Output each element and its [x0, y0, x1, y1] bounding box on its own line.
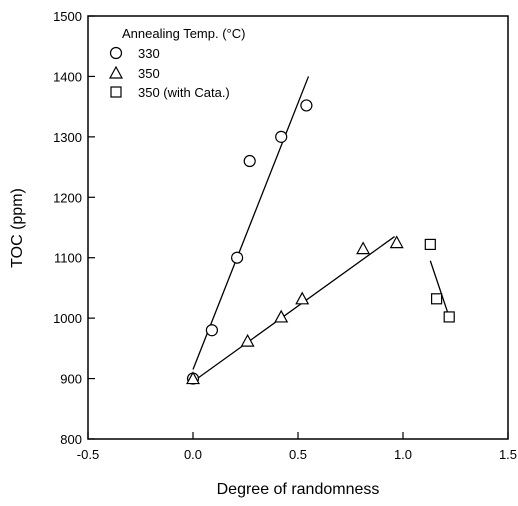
legend-marker-triangle — [108, 65, 124, 79]
x-tick-label: -0.5 — [77, 447, 99, 462]
triangle-marker — [356, 241, 371, 255]
legend-label-350-cata: 350 (with Cata.) — [138, 85, 230, 100]
triangle-marker — [185, 371, 201, 385]
circle-marker — [231, 251, 244, 264]
legend-title: Annealing Temp. (°C) — [122, 26, 245, 41]
square-marker — [424, 238, 436, 251]
legend-marker-square — [110, 86, 122, 98]
markers — [185, 99, 455, 385]
triangle-marker — [389, 235, 404, 249]
legend-marker-circle — [109, 46, 123, 60]
y-tick-label: 1500 — [53, 9, 82, 24]
fit-line — [192, 236, 395, 383]
legend: Annealing Temp. (°C) 330 350 350 (with C… — [108, 26, 245, 100]
fit-line — [192, 76, 310, 370]
triangle-marker — [274, 309, 289, 323]
y-tick-label: 1100 — [54, 251, 82, 266]
y-tick-label: 1300 — [53, 130, 82, 145]
legend-label-350: 350 — [138, 66, 160, 81]
y-tick-label: 1400 — [53, 69, 82, 84]
x-tick-label: 1.5 — [499, 447, 517, 462]
triangle-marker — [295, 291, 310, 305]
square-marker — [443, 311, 455, 323]
x-axis-title: Degree of randomness — [217, 481, 380, 498]
x-ticks: -0.5 0.0 0.5 1.0 1.5 — [77, 432, 517, 462]
circle-marker — [275, 130, 288, 143]
legend-label-330: 330 — [138, 46, 160, 61]
y-tick-label: 1000 — [53, 311, 82, 326]
circle-marker — [243, 154, 256, 168]
y-ticks: 800 900 1000 1100 1200 1300 1400 1500 — [53, 9, 95, 447]
x-tick-label: 0.0 — [184, 447, 202, 462]
x-tick-label: 0.5 — [289, 447, 307, 462]
y-tick-label: 900 — [60, 372, 82, 387]
y-tick-label: 1200 — [53, 190, 82, 205]
y-axis-title: TOC (ppm) — [9, 188, 26, 268]
circle-marker — [205, 324, 218, 337]
fit-line — [429, 260, 450, 318]
fit-lines — [192, 76, 450, 383]
square-marker — [431, 293, 443, 305]
circle-marker — [300, 99, 313, 112]
x-tick-label: 1.0 — [394, 447, 412, 462]
triangle-marker — [240, 333, 255, 347]
y-tick-label: 800 — [60, 432, 82, 447]
